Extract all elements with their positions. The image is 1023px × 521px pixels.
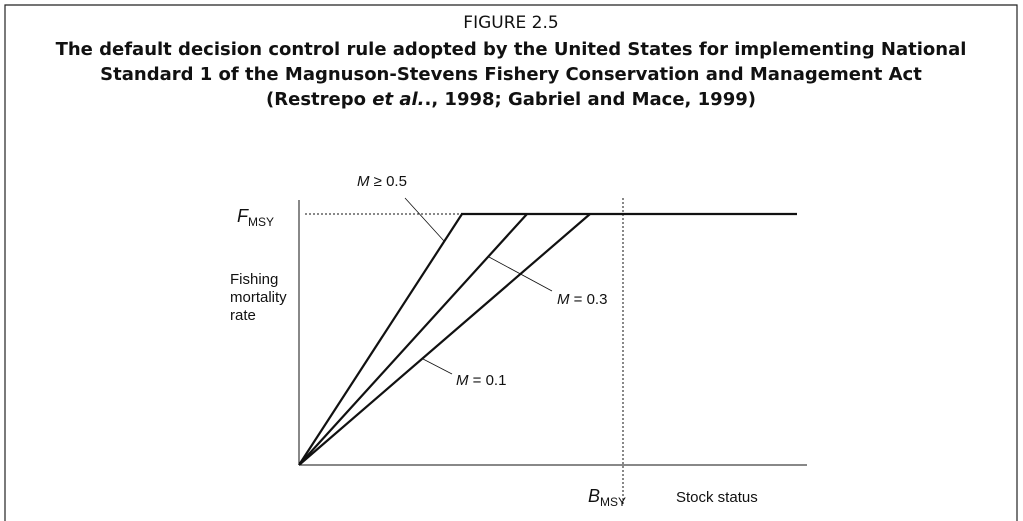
rules <box>298 212 797 466</box>
title-line: The default decision control rule adopte… <box>56 39 967 60</box>
y-label-line: Fishing <box>230 271 278 288</box>
title-line: (Restrepo et al.., 1998; Gabriel and Mac… <box>266 89 756 110</box>
curve-label: M = 0.1 <box>456 372 506 389</box>
y-label-line: mortality <box>230 289 287 306</box>
figure-label: FIGURE 2.5 <box>463 13 558 33</box>
leader <box>404 197 445 242</box>
symbol: M <box>557 291 570 308</box>
leader <box>488 256 553 292</box>
fmsy-label: FMSY <box>237 206 274 229</box>
symbol: M <box>456 372 469 389</box>
symbol: B <box>588 486 600 506</box>
relation: = 0.3 <box>570 291 608 308</box>
title-italic: et al. <box>372 89 424 110</box>
rule-line <box>298 213 528 466</box>
curve-label: M ≥ 0.5 <box>357 173 407 190</box>
bmsy-label: BMSY <box>588 486 626 509</box>
symbol: M <box>357 173 370 190</box>
title-text: ., 1998; Gabriel and Mace, 1999) <box>424 89 755 110</box>
relation: = 0.1 <box>469 372 507 389</box>
curve-label: M = 0.3 <box>557 291 607 308</box>
relation: ≥ 0.5 <box>370 173 407 190</box>
frame <box>4 4 1018 521</box>
axes <box>298 197 807 505</box>
subscript: MSY <box>248 215 274 229</box>
y-label-line: rate <box>230 307 256 324</box>
subscript: MSY <box>600 495 626 509</box>
title-text: (Restrepo <box>266 89 372 110</box>
rule-line <box>298 213 463 466</box>
x-label: Stock status <box>676 489 758 506</box>
rule-line <box>298 213 591 466</box>
symbol: F <box>237 206 249 226</box>
title-line: Standard 1 of the Magnuson-Stevens Fishe… <box>100 64 922 85</box>
leader <box>422 358 453 375</box>
